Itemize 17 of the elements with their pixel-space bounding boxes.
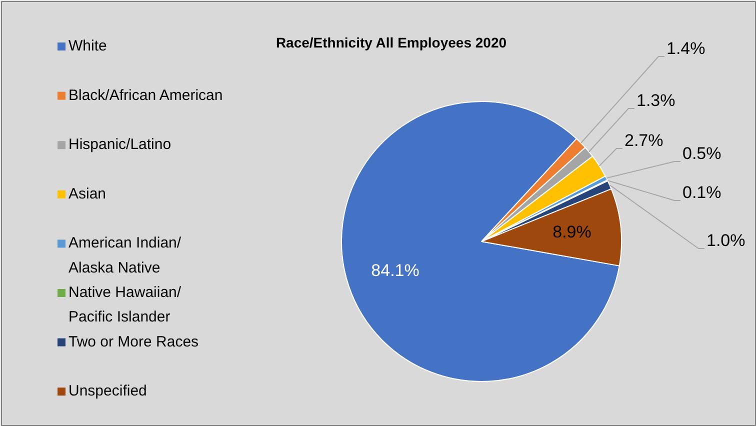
legend-label: Native Hawaiian/ Pacific Islander [68,284,182,326]
data-label: 1.3% [636,91,676,110]
chart-title: Race/Ethnicity All Employees 2020 [276,34,507,50]
legend-label: Unspecified [68,382,147,400]
legend-label: Asian [68,185,106,202]
legend-label: Hispanic/Latino [68,136,172,154]
legend-label: White [68,38,107,54]
data-label: 84.1% [371,261,420,280]
legend-label: American Indian/ Alaska Native [68,234,182,276]
data-label: 1.0% [706,231,746,250]
data-label: 0.1% [682,183,722,202]
data-label: 0.5% [682,144,722,163]
data-label: 8.9% [552,222,592,242]
legend-label: Black/African American [68,86,223,104]
data-label: 1.4% [666,39,706,58]
legend-label: Two or More Races [68,333,199,350]
data-label: 2.7% [624,131,664,150]
